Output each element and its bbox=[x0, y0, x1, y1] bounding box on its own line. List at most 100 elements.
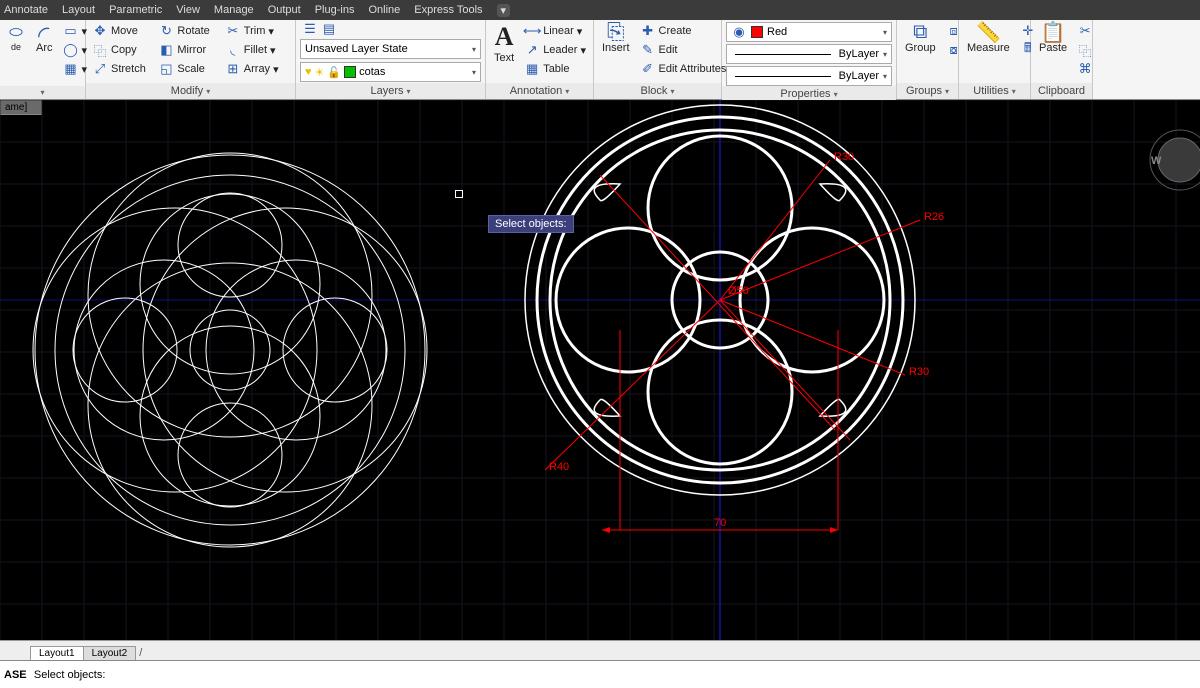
panel-title-label: Clipboard bbox=[1038, 85, 1085, 97]
panel-title-label: Modify bbox=[171, 85, 203, 97]
panel-title-label: Groups bbox=[906, 85, 942, 97]
group-button[interactable]: ⧉ Group bbox=[901, 22, 940, 56]
sun-icon: ☀ bbox=[315, 66, 325, 79]
menu-bar: Annotate Layout Parametric View Manage O… bbox=[0, 0, 1200, 20]
layout-tabs: Layout1 Layout2 / bbox=[0, 640, 1200, 660]
copy-icon: ⿻ bbox=[92, 42, 108, 58]
menu-item[interactable]: Parametric bbox=[109, 4, 162, 16]
linear-dim-icon: ⟷ bbox=[524, 23, 540, 39]
fillet-icon: ◟ bbox=[225, 42, 241, 58]
trim-icon: ✂ bbox=[225, 23, 241, 39]
paste-label: Paste bbox=[1039, 42, 1067, 54]
menu-item[interactable]: Annotate bbox=[4, 4, 48, 16]
color-combo[interactable]: ◉ Red ▾ bbox=[726, 22, 892, 42]
move-button[interactable]: ✥Move bbox=[90, 22, 152, 40]
stretch-button[interactable]: ⤢Stretch bbox=[90, 60, 152, 78]
command-line[interactable]: ASE Select objects: bbox=[0, 660, 1200, 688]
current-layer-combo[interactable]: ♥ ☀ 🔓 cotas ▾ bbox=[300, 62, 481, 82]
linetype-combo[interactable]: ByLayer▾ bbox=[726, 66, 892, 86]
panel-properties: ◉ Red ▾ ByLayer▾ ByLayer▾ Properties▾ bbox=[722, 20, 897, 99]
layer-color-swatch bbox=[344, 66, 356, 78]
insert-label: Insert bbox=[602, 42, 630, 54]
array-icon: ⊞ bbox=[225, 61, 241, 77]
linear-button[interactable]: ⟷Linear ▾ bbox=[522, 22, 588, 40]
svg-text:Ø50: Ø50 bbox=[728, 285, 749, 297]
measure-button[interactable]: 📏 Measure bbox=[963, 22, 1014, 56]
array-button[interactable]: ⊞Array ▾ bbox=[223, 60, 291, 78]
tool-small[interactable]: ▦▾ bbox=[61, 60, 90, 78]
text-button[interactable]: A Text bbox=[490, 22, 518, 66]
layer-state-combo[interactable]: Unsaved Layer State▾ bbox=[300, 39, 481, 59]
tool-small[interactable]: ◯▾ bbox=[61, 41, 90, 59]
panel-title-label: Annotation bbox=[510, 85, 563, 97]
match-button[interactable]: ⌘ bbox=[1075, 60, 1095, 78]
insert-icon: ⎘ bbox=[608, 24, 624, 40]
tab-layout2[interactable]: Layout2 bbox=[83, 646, 137, 660]
svg-text:R26: R26 bbox=[924, 211, 944, 223]
menu-overflow-icon[interactable]: ▾ bbox=[497, 4, 511, 17]
insert-button[interactable]: ⎘ Insert bbox=[598, 22, 634, 56]
menu-item[interactable]: Online bbox=[368, 4, 400, 16]
copy-clip-button[interactable]: ⿻ bbox=[1075, 41, 1095, 59]
layer-props-icon[interactable]: ☰ bbox=[302, 21, 318, 37]
cut-icon: ✂ bbox=[1077, 23, 1093, 39]
bycolor-icon: ◉ bbox=[731, 24, 747, 40]
panel-utilities: 📏 Measure ✛ 🖩 Utilities▾ bbox=[959, 20, 1031, 99]
drawing-area[interactable]: ame] R30R26R30R40Ø5070 Select objects: W bbox=[0, 100, 1200, 640]
menu-item[interactable]: View bbox=[176, 4, 200, 16]
command-prompt-tooltip: Select objects: bbox=[488, 215, 574, 233]
svg-text:W: W bbox=[1151, 155, 1162, 167]
tool-small[interactable]: ▭▾ bbox=[61, 22, 90, 40]
menu-item[interactable]: Manage bbox=[214, 4, 254, 16]
rect-icon: ▭ bbox=[63, 23, 79, 39]
viewcube[interactable]: W bbox=[1145, 120, 1200, 200]
menu-item[interactable]: Plug-ins bbox=[315, 4, 355, 16]
menu-item[interactable]: Express Tools bbox=[414, 4, 482, 16]
lineweight-combo[interactable]: ByLayer▾ bbox=[726, 44, 892, 64]
hatch-icon: ▦ bbox=[63, 61, 79, 77]
lock-icon: 🔓 bbox=[327, 66, 341, 79]
ribbon: de Arc ▭▾ ◯▾ ▦▾ ▾ ✥Move ⿻Copy ⤢Stretch ↻… bbox=[0, 20, 1200, 100]
paste-button[interactable]: 📋 Paste bbox=[1035, 22, 1071, 56]
paste-icon: 📋 bbox=[1045, 24, 1061, 40]
copy-icon: ⿻ bbox=[1077, 42, 1093, 58]
text-label: Text bbox=[494, 52, 514, 64]
menu-item[interactable]: Output bbox=[268, 4, 301, 16]
measure-icon: 📏 bbox=[980, 24, 996, 40]
panel-modify: ✥Move ⿻Copy ⤢Stretch ↻Rotate ◧Mirror ◱Sc… bbox=[86, 20, 296, 99]
mirror-button[interactable]: ◧Mirror bbox=[156, 41, 218, 59]
move-icon: ✥ bbox=[92, 23, 108, 39]
svg-text:R40: R40 bbox=[549, 461, 569, 473]
edit-block-icon: ✎ bbox=[640, 42, 656, 58]
table-button[interactable]: ▦Table bbox=[522, 60, 588, 78]
scale-button[interactable]: ◱Scale bbox=[156, 60, 218, 78]
edit-attr-icon: ✐ bbox=[640, 61, 656, 77]
panel-draw: de Arc ▭▾ ◯▾ ▦▾ ▾ bbox=[0, 20, 86, 99]
group-label: Group bbox=[905, 42, 936, 54]
arc-icon bbox=[36, 24, 52, 40]
ellipse-icon bbox=[8, 24, 24, 40]
panel-title-label: Utilities bbox=[973, 85, 1008, 97]
panel-title-label: Properties bbox=[780, 88, 830, 100]
create-block-icon: ✚ bbox=[640, 23, 656, 39]
copy-button[interactable]: ⿻Copy bbox=[90, 41, 152, 59]
scale-icon: ◱ bbox=[158, 61, 174, 77]
fillet-button[interactable]: ◟Fillet ▾ bbox=[223, 41, 291, 59]
pickbox-cursor bbox=[455, 190, 463, 198]
trim-button[interactable]: ✂Trim ▾ bbox=[223, 22, 291, 40]
rotate-icon: ↻ bbox=[158, 23, 174, 39]
rotate-button[interactable]: ↻Rotate bbox=[156, 22, 218, 40]
cut-button[interactable]: ✂ bbox=[1075, 22, 1095, 40]
drawing-svg: R30R26R30R40Ø5070 bbox=[0, 100, 1200, 640]
leader-icon: ↗ bbox=[524, 42, 540, 58]
tool-circle[interactable]: de bbox=[4, 22, 28, 54]
layer-states-icon[interactable]: ▤ bbox=[321, 21, 337, 37]
cmd-prefix: ASE bbox=[4, 669, 27, 681]
menu-item[interactable]: Layout bbox=[62, 4, 95, 16]
arc-button[interactable]: Arc bbox=[32, 22, 57, 56]
cmd-text: Select objects: bbox=[34, 669, 106, 681]
lightbulb-icon: ♥ bbox=[305, 66, 312, 78]
leader-button[interactable]: ↗Leader ▾ bbox=[522, 41, 588, 59]
panel-title-label: Layers bbox=[370, 85, 403, 97]
tab-layout1[interactable]: Layout1 bbox=[30, 646, 84, 660]
